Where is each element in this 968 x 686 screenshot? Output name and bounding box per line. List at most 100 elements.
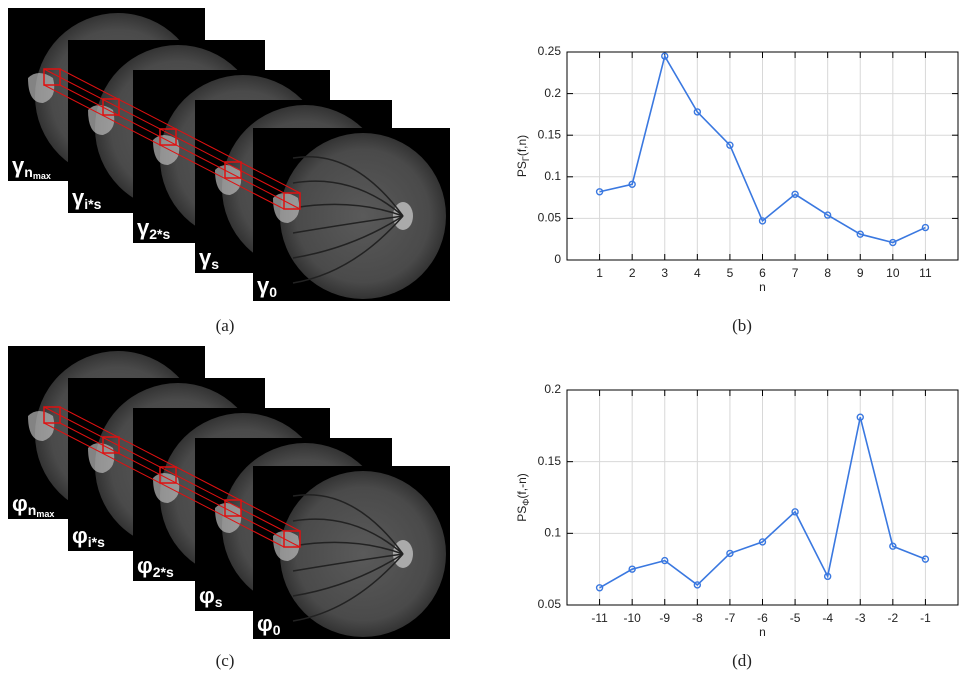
lesion [273, 531, 300, 561]
data-point [628, 180, 636, 188]
x-tick-label: -10 [623, 611, 641, 625]
roi-link [59, 422, 301, 548]
image-frame: φ0 [253, 466, 450, 639]
ylabel-sub: Γ [521, 156, 531, 161]
subscript: i*s [88, 534, 105, 550]
x-tick-label: 11 [919, 266, 932, 280]
roi-link [43, 422, 285, 548]
data-point [693, 581, 702, 589]
data-point [856, 230, 864, 238]
x-tick-label: 7 [792, 266, 799, 280]
x-tick-label: 8 [824, 266, 831, 280]
chart: 0 0.05 0.1 0.15 0.2 0.25 1 2 3 4 5 6 7 8 9 10 11 n PSΓ(f,n… [515, 44, 959, 294]
vessel [292, 518, 404, 555]
symbol: φ [72, 523, 88, 548]
panel-caption: (d) [732, 651, 752, 670]
y-tick-label: 0.2 [544, 86, 561, 100]
data-point [791, 508, 799, 516]
ylabel-args: (f,n) [515, 135, 529, 156]
plot-frame [566, 51, 959, 261]
subscript: 2*s [149, 226, 170, 242]
subscript: n [24, 164, 33, 180]
data-point [823, 211, 832, 219]
vessel [292, 215, 404, 284]
subscript: 0 [269, 284, 277, 300]
data-point [595, 584, 604, 592]
fundus [280, 471, 446, 637]
data-point [921, 555, 930, 563]
vessel [292, 203, 404, 217]
data-point [758, 217, 767, 225]
x-axis-label: n [759, 280, 766, 294]
y-tick-label: 0.05 [538, 597, 562, 611]
x-tick-label: 6 [759, 266, 766, 280]
data-point [726, 549, 734, 558]
panel-caption: (b) [732, 316, 752, 335]
symbol: φ [137, 553, 153, 578]
subsubscript: max [36, 509, 54, 519]
roi-link [43, 68, 285, 194]
ylabel-main: PS [515, 161, 529, 177]
symbol: φ [257, 611, 273, 636]
data-point [595, 188, 604, 196]
frame-label: φs [199, 583, 223, 610]
y-axis-label: PSΓ(f,n) [515, 135, 531, 177]
x-tick-label: -11 [591, 611, 608, 625]
subscript: i*s [84, 196, 101, 212]
subscript: s [211, 256, 219, 272]
ylabel-args: (f,-n) [515, 473, 529, 498]
frame-label: γi*s [72, 185, 102, 212]
vessel [292, 215, 404, 259]
y-tick-label: 0.1 [544, 526, 561, 540]
roi-link [43, 406, 285, 532]
frame-label: φnmax [12, 491, 54, 519]
symbol: γ [257, 273, 270, 298]
data-point [856, 413, 864, 421]
symbol: φ [12, 491, 28, 516]
symbol: γ [12, 153, 25, 178]
symbol: φ [199, 583, 215, 608]
vessel [292, 553, 404, 572]
x-tick-label: -1 [920, 611, 931, 625]
frame-label: φ0 [257, 611, 281, 638]
data-point [889, 542, 897, 550]
fundus [280, 133, 446, 299]
data-point [889, 238, 897, 247]
x-tick-label: -3 [855, 611, 866, 625]
x-tick-label: 3 [661, 266, 668, 280]
vessel [292, 156, 404, 217]
ylabel-sub: Φ [521, 499, 531, 506]
vessel [292, 180, 404, 217]
roi-links [43, 406, 301, 548]
data-point [758, 538, 767, 546]
lesion [28, 73, 55, 103]
roi-link [59, 406, 301, 532]
subscript: 2*s [153, 564, 174, 580]
x-tick-label: -9 [659, 611, 670, 625]
y-tick-label: 0.1 [544, 169, 561, 183]
vessel [292, 215, 404, 234]
x-tick-label: -4 [822, 611, 833, 625]
frame-label: γnmax [12, 153, 51, 181]
image-frame: γ0 [253, 128, 450, 301]
frame-label: γ0 [257, 273, 277, 300]
lesion [88, 443, 115, 473]
data-point [628, 565, 636, 573]
x-tick-label: 4 [694, 266, 701, 280]
x-tick-label: 10 [886, 266, 900, 280]
panel-caption: (c) [216, 651, 235, 670]
roi-link [59, 68, 301, 194]
x-tick-label: -2 [887, 611, 898, 625]
vessel [292, 553, 404, 622]
y-tick-label: 0 [554, 252, 561, 266]
vessel [292, 494, 404, 555]
data-point [661, 52, 669, 60]
x-tick-label: 9 [857, 266, 864, 280]
chart: 0.05 0.1 0.15 0.2 -11 -10 -9 -8 -7 -6 -5 -4 -3 -2 -1 n P… [515, 382, 959, 639]
symbol: γ [199, 245, 212, 270]
y-tick-label: 0.15 [538, 454, 562, 468]
data-point [726, 141, 734, 149]
y-axis-label: PSΦ(f,-n) [515, 473, 531, 522]
roi-link [59, 84, 301, 210]
data-line [599, 417, 926, 589]
